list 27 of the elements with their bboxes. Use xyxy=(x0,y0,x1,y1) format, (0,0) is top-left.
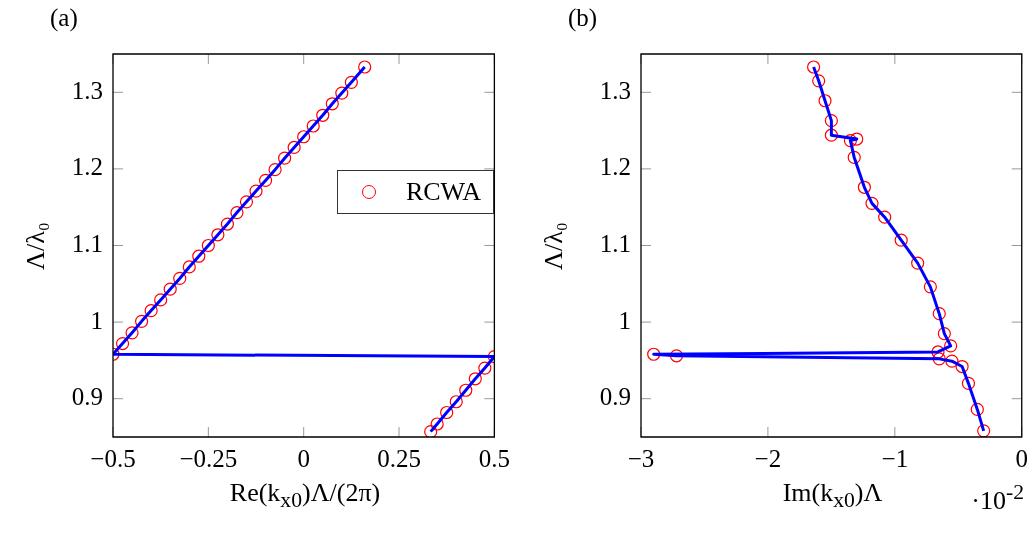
y-tick-label: 0.9 xyxy=(599,383,631,411)
x-tick-label: −0.5 xyxy=(90,444,136,472)
y-tick-label: 1 xyxy=(90,306,103,334)
x-tick-label: −1 xyxy=(881,444,909,472)
y-tick-label: 1.3 xyxy=(71,76,103,104)
legend-label: RCWA xyxy=(405,177,481,207)
y-axis-title: Λ/λ₀ xyxy=(21,221,51,270)
x-axis-title: Re(k$_{x0}$)Λ/(2π) xyxy=(228,478,382,514)
y-tick-label: 1.2 xyxy=(71,153,103,181)
x-tick-label: −2 xyxy=(754,444,782,472)
text: ·10$^{-2}$ xyxy=(971,480,1024,516)
y-tick-label: 0.9 xyxy=(71,383,103,411)
y-tick-label: 1.1 xyxy=(71,230,103,258)
x-tick-label: 0 xyxy=(297,444,310,472)
y-tick-label: 1.3 xyxy=(599,76,631,104)
x-tick-label: 0 xyxy=(1015,444,1028,472)
x-tick-label: −0.25 xyxy=(179,444,238,472)
y-axis-title: Λ/λ₀ xyxy=(539,221,569,270)
chart-title: (b) xyxy=(568,4,598,32)
y-tick-label: 1.2 xyxy=(599,153,631,181)
x-axis-title: Im(k$_{x0}$)Λ xyxy=(782,478,883,513)
y-tick-label: 1 xyxy=(618,306,631,334)
x-tick-label: 0.5 xyxy=(478,444,510,472)
y-tick-label: 1.1 xyxy=(599,230,631,258)
chart-title: (a) xyxy=(50,4,78,32)
x-tick-label: 0.25 xyxy=(377,444,421,472)
x-tick-label: −3 xyxy=(627,444,655,472)
